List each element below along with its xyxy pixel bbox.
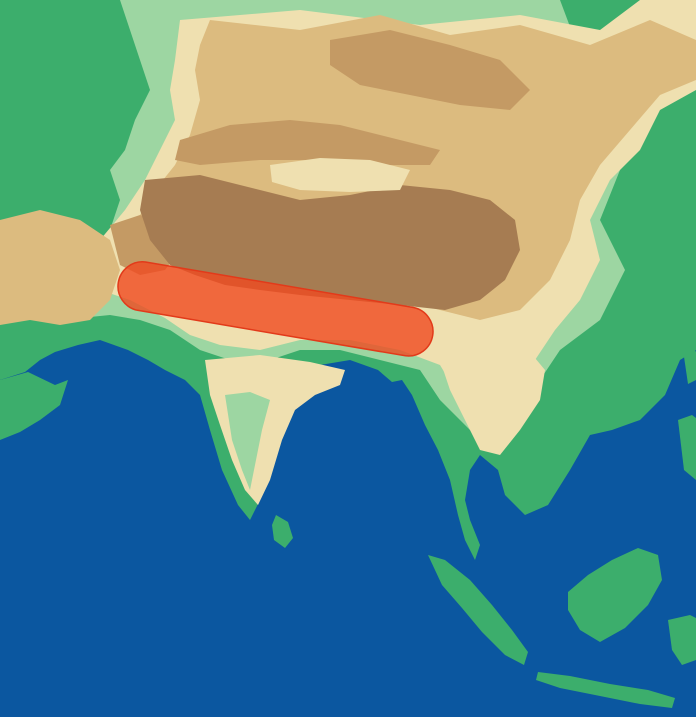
sri-lanka [272,515,293,548]
taiwan [683,345,696,384]
tarim-basin [270,158,410,192]
india-plateau [205,355,345,505]
philippines [678,415,696,480]
gobi-highland [330,30,530,110]
himalaya-highlight [117,261,434,357]
java [536,672,675,708]
tian-shan-range [175,120,440,165]
iranian-plateau [0,210,120,325]
india-western-ghats [225,392,270,490]
hainan [566,400,588,420]
indochina-hills [440,325,545,455]
arabian-peninsula [0,372,68,440]
borneo [568,548,662,642]
sulawesi [668,615,696,665]
tibetan-plateau [140,175,520,310]
sumatra [428,555,528,665]
